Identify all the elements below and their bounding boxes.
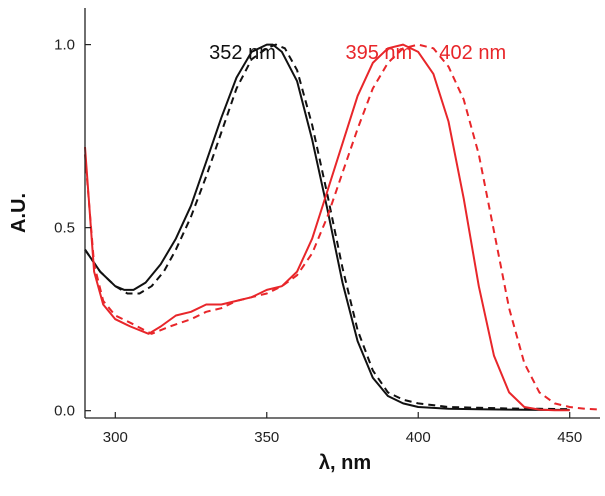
x-axis-title: λ, nm — [319, 452, 371, 474]
series-line-red-solid — [84, 43, 570, 412]
x-tick-label: 300 — [103, 429, 128, 446]
series-line-red-dashed — [84, 43, 601, 411]
peak-annotation: 402 nm — [439, 42, 506, 64]
plot-lines — [84, 43, 601, 412]
y-axis-title: A.U. — [8, 193, 30, 233]
series-line-black-dashed — [84, 43, 570, 411]
x-tick-label: 450 — [557, 429, 582, 446]
axis-ticks: 300 350 400 450 0.0 0.5 1.0 — [54, 37, 582, 446]
peak-annotation: 352 nm — [209, 42, 276, 64]
series-line-black-solid — [84, 43, 570, 411]
y-tick-label: 0.5 — [54, 220, 75, 237]
x-tick-label: 400 — [406, 429, 431, 446]
x-tick-label: 350 — [254, 429, 279, 446]
peak-annotation: 395 nm — [345, 42, 412, 64]
y-tick-label: 0.0 — [54, 403, 75, 420]
annotations: 352 nm 395 nm 402 nm — [209, 42, 506, 64]
y-tick-label: 1.0 — [54, 37, 75, 54]
